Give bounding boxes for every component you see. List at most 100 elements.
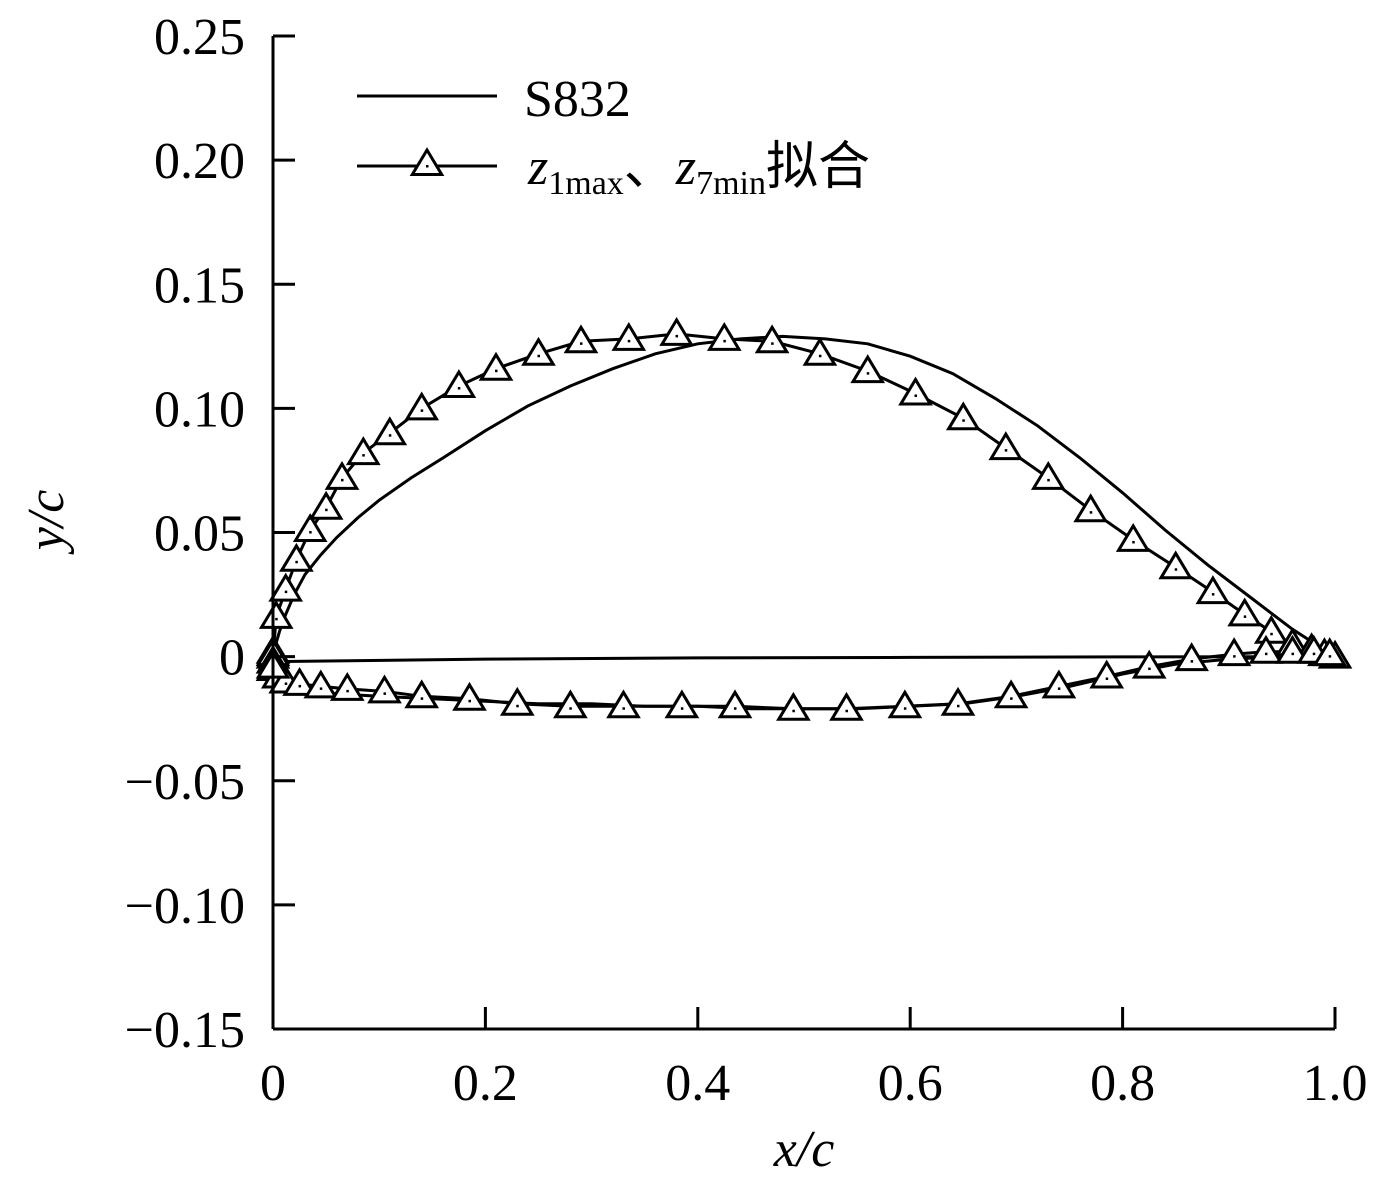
marker-center-dot	[457, 387, 461, 390]
x-tick-label: 0	[260, 1055, 286, 1112]
triangle-marker	[776, 691, 811, 721]
marker-center-dot	[516, 704, 519, 708]
s832-line	[272, 655, 1336, 664]
fit-upper-point	[478, 351, 514, 381]
triangle-marker	[409, 147, 445, 176]
triangle-marker	[1253, 614, 1289, 644]
triangle-marker	[1195, 575, 1231, 605]
marker-center-dot	[420, 697, 424, 700]
triangle-marker	[1073, 493, 1109, 523]
legend-fit-sep: 、	[624, 137, 676, 197]
x-tick-label: 1.0	[1303, 1055, 1368, 1112]
marker-center-dot	[537, 354, 540, 358]
marker-center-dot	[362, 454, 365, 457]
marker-center-dot	[866, 372, 870, 375]
fit-lower-point	[1275, 634, 1310, 664]
fit-upper-point	[988, 431, 1024, 461]
legend-fit-z7: z	[675, 139, 696, 196]
marker-center-dot	[284, 590, 288, 594]
marker-center-dot	[383, 692, 387, 695]
triangle-marker	[1158, 550, 1194, 580]
triangle-marker	[829, 691, 864, 721]
marker-center-dot	[1057, 687, 1061, 690]
triangle-marker	[988, 431, 1024, 461]
triangle-marker	[367, 674, 402, 704]
triangle-marker	[563, 324, 599, 354]
y-tick-label: 0.25	[154, 9, 245, 66]
legend-fit-sub7: 7min	[696, 165, 766, 202]
fit-upper-point	[1073, 493, 1109, 523]
triangle-marker	[706, 321, 742, 351]
marker-center-dot	[1089, 511, 1093, 514]
triangle-marker	[754, 324, 790, 354]
x-tick-label: 0.2	[453, 1055, 518, 1112]
triangle-marker	[499, 686, 535, 716]
triangle-marker	[268, 572, 304, 602]
fit-lower-point	[1174, 642, 1209, 672]
fit-upper-point	[441, 369, 477, 398]
y-tick-label: 0	[219, 630, 245, 687]
marker-center-dot	[622, 707, 625, 710]
triangle-marker	[993, 679, 1029, 709]
marker-center-dot	[723, 339, 726, 343]
x-tick-label: 0.6	[878, 1055, 943, 1112]
triangle-marker	[945, 401, 981, 431]
fit-lower-point	[303, 669, 339, 699]
marker-center-dot	[680, 707, 684, 710]
fit-lower-point	[664, 689, 700, 719]
marker-center-dot	[420, 409, 424, 412]
marker-center-dot	[325, 508, 328, 512]
triangle-marker	[478, 351, 514, 381]
fit-lower-point	[1248, 634, 1284, 664]
y-tick-label: −0.15	[125, 1002, 245, 1059]
fit-lower-point	[940, 686, 976, 716]
y-tick-label: 0.05	[154, 506, 245, 563]
marker-center-dot	[914, 394, 918, 397]
triangle-marker	[452, 681, 487, 711]
fit-upper-point	[611, 321, 647, 351]
fit-upper-point	[1030, 460, 1066, 490]
marker-center-dot	[295, 560, 298, 564]
legend-fit-suffix: 拟合	[766, 137, 870, 197]
triangle-marker	[850, 354, 886, 384]
triangle-marker	[1275, 634, 1310, 664]
marker-center-dot	[579, 342, 583, 345]
fit-upper-point	[279, 542, 314, 572]
fit-upper-point	[754, 324, 790, 354]
triangle-marker	[372, 416, 408, 446]
triangle-marker	[1174, 642, 1209, 672]
fit-upper-point	[945, 401, 981, 431]
s832-line	[271, 334, 1336, 658]
fit-upper-point	[1253, 614, 1289, 644]
legend-label-s832: S832	[524, 71, 631, 128]
y-tick-label: 0.20	[154, 133, 245, 190]
triangle-marker	[1216, 637, 1252, 667]
fit-lower-point	[1041, 669, 1077, 699]
triangle-marker	[1248, 634, 1284, 664]
triangle-marker	[282, 666, 317, 696]
fit-lower-point	[776, 691, 811, 721]
marker-center-dot	[962, 419, 965, 422]
ticks: 0.25 0.20 0.15 0.10 0.05 0 −0.05 −0.10 −0.15 0 0.2…	[125, 9, 1368, 1112]
triangle-marker	[345, 436, 381, 466]
fit-upper-point	[898, 376, 933, 406]
marker-center-dot	[495, 369, 498, 373]
marker-center-dot	[1211, 593, 1215, 596]
marker-center-dot	[675, 334, 679, 338]
marker-center-dot	[845, 709, 848, 713]
triangle-marker	[258, 599, 294, 629]
marker-center-dot	[1270, 632, 1273, 636]
triangle-marker	[1030, 460, 1066, 490]
marker-center-dot	[1174, 568, 1178, 571]
triangle-marker	[659, 316, 694, 346]
marker-center-dot	[1291, 652, 1295, 656]
fit-upper-point	[1195, 575, 1231, 605]
marker-center-dot	[1190, 660, 1194, 663]
legend: S832 z1max、z7min拟合	[357, 71, 870, 202]
fit-lower-point	[1131, 649, 1167, 679]
triangle-marker	[329, 671, 365, 701]
triangle-marker	[664, 689, 700, 719]
triangle-marker	[521, 336, 556, 366]
fit-upper-point	[659, 316, 694, 346]
triangle-marker	[404, 391, 440, 421]
